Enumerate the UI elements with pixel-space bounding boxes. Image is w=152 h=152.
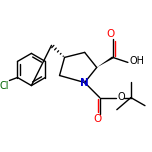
Polygon shape (97, 57, 113, 67)
Text: O: O (94, 114, 102, 124)
Text: Cl: Cl (0, 81, 9, 91)
Text: O: O (107, 29, 115, 39)
Text: O: O (117, 92, 125, 102)
Text: N: N (80, 78, 89, 88)
Text: OH: OH (129, 56, 144, 66)
